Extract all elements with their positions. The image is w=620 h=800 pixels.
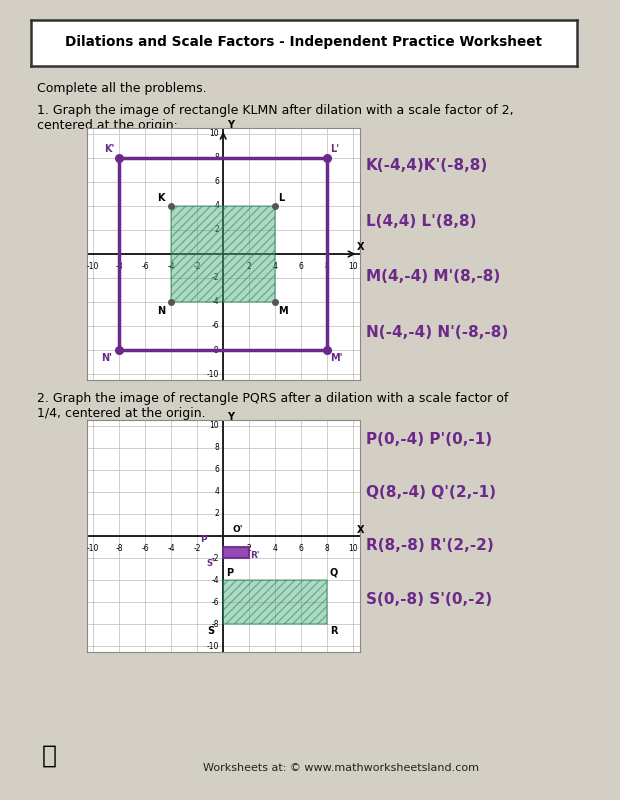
Text: 4: 4: [273, 544, 278, 553]
Text: 10: 10: [348, 544, 358, 553]
Text: 2. Graph the image of rectangle PQRS after a dilation with a scale factor of: 2. Graph the image of rectangle PQRS aft…: [37, 392, 508, 405]
Text: 2: 2: [215, 510, 219, 518]
Text: 10: 10: [210, 421, 219, 430]
Text: -2: -2: [212, 554, 219, 562]
Text: -10: -10: [207, 642, 219, 651]
Text: -8: -8: [115, 262, 123, 271]
Text: 2: 2: [247, 544, 252, 553]
Text: 8: 8: [215, 443, 219, 452]
Text: K(-4,4)K'(-8,8): K(-4,4)K'(-8,8): [366, 158, 488, 174]
Text: -10: -10: [87, 262, 99, 271]
Text: -6: -6: [141, 262, 149, 271]
Text: L': L': [330, 144, 339, 154]
Text: 1/4, centered at the origin.: 1/4, centered at the origin.: [37, 407, 206, 420]
Text: P': P': [200, 534, 209, 543]
Polygon shape: [223, 547, 249, 558]
Text: -6: -6: [141, 544, 149, 553]
Text: X: X: [357, 242, 365, 253]
Text: 2: 2: [247, 262, 252, 271]
Text: 8: 8: [325, 262, 329, 271]
Text: -2: -2: [212, 274, 219, 282]
Text: X: X: [357, 525, 365, 534]
Text: 6: 6: [215, 178, 219, 186]
Text: R': R': [250, 551, 260, 560]
Text: Worksheets at: © www.mathworksheetsland.com: Worksheets at: © www.mathworksheetsland.…: [203, 763, 479, 773]
Text: S(0,-8) S'(0,-2): S(0,-8) S'(0,-2): [366, 592, 492, 606]
Text: M(4,-4) M'(8,-8): M(4,-4) M'(8,-8): [366, 269, 500, 284]
Text: -10: -10: [207, 370, 219, 378]
Text: R(8,-8) R'(2,-2): R(8,-8) R'(2,-2): [366, 538, 494, 554]
Text: N: N: [157, 306, 165, 316]
Text: 4: 4: [273, 262, 278, 271]
Text: 4: 4: [215, 202, 219, 210]
Text: Complete all the problems.: Complete all the problems.: [37, 82, 207, 95]
Text: -2: -2: [193, 262, 201, 271]
Text: 🌴: 🌴: [42, 744, 57, 768]
Text: N(-4,-4) N'(-8,-8): N(-4,-4) N'(-8,-8): [366, 325, 508, 339]
Text: -8: -8: [212, 346, 219, 354]
Text: L(4,4) L'(8,8): L(4,4) L'(8,8): [366, 214, 476, 229]
Text: 6: 6: [299, 544, 304, 553]
Text: R: R: [330, 626, 337, 636]
Text: -8: -8: [212, 620, 219, 629]
Text: P(0,-4) P'(0,-1): P(0,-4) P'(0,-1): [366, 432, 492, 446]
Text: 4: 4: [215, 487, 219, 496]
Text: 2: 2: [215, 226, 219, 234]
Text: 6: 6: [215, 466, 219, 474]
Text: -4: -4: [167, 262, 175, 271]
Text: 1. Graph the image of rectangle KLMN after dilation with a scale factor of 2,: 1. Graph the image of rectangle KLMN aft…: [37, 104, 514, 117]
Text: -2: -2: [193, 544, 201, 553]
Text: S: S: [208, 626, 215, 636]
Text: -10: -10: [87, 544, 99, 553]
Text: Y: Y: [227, 120, 234, 130]
Text: 6: 6: [299, 262, 304, 271]
Text: -8: -8: [115, 544, 123, 553]
Text: -4: -4: [211, 298, 219, 306]
Text: K: K: [157, 193, 164, 203]
Text: Q(8,-4) Q'(2,-1): Q(8,-4) Q'(2,-1): [366, 485, 496, 500]
Text: centered at the origin:: centered at the origin:: [37, 119, 178, 132]
Text: M: M: [278, 306, 288, 316]
Text: N': N': [101, 353, 112, 363]
Text: P: P: [226, 568, 233, 578]
Text: 8: 8: [215, 154, 219, 162]
Text: L: L: [278, 193, 284, 203]
Polygon shape: [171, 206, 275, 302]
Polygon shape: [223, 580, 327, 624]
Text: O': O': [232, 525, 243, 534]
Text: -6: -6: [211, 598, 219, 606]
Text: -4: -4: [167, 544, 175, 553]
Text: Q: Q: [330, 568, 338, 578]
Text: Dilations and Scale Factors - Independent Practice Worksheet: Dilations and Scale Factors - Independen…: [65, 35, 542, 50]
Text: K': K': [104, 144, 114, 154]
Text: -6: -6: [211, 322, 219, 330]
Text: 10: 10: [210, 130, 219, 138]
Text: M': M': [330, 353, 342, 363]
Text: 10: 10: [348, 262, 358, 271]
Text: 8: 8: [325, 544, 329, 553]
Text: S': S': [206, 559, 215, 568]
Text: -4: -4: [211, 576, 219, 585]
Text: Y: Y: [227, 412, 234, 422]
